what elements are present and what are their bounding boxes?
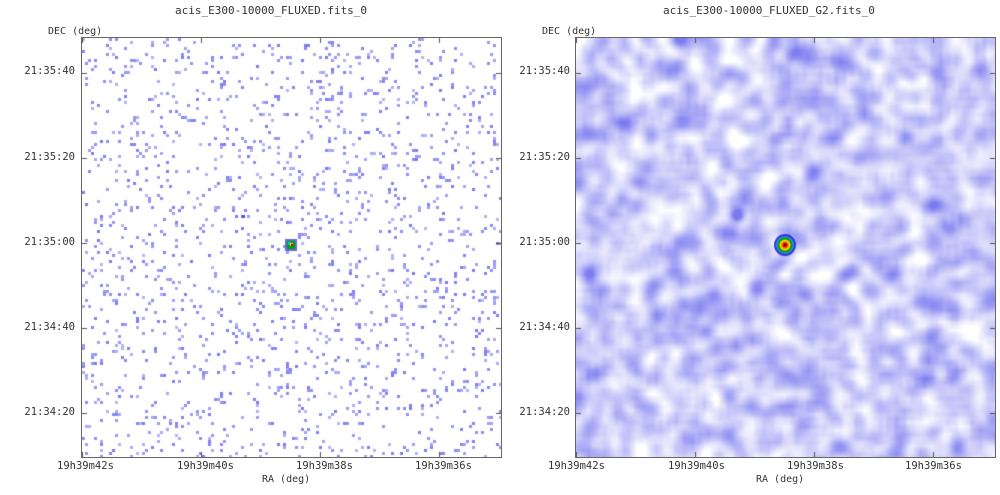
dec-tick-label: 21:34:20 <box>519 406 570 418</box>
ra-axis-label: RA (deg) <box>262 474 311 485</box>
ra-tick-label: 19h39m42s <box>548 460 605 472</box>
ra-tick-label: 19h39m40s <box>177 460 234 472</box>
ra-tick-label: 19h39m36s <box>415 460 472 472</box>
dec-tick-label: 21:34:20 <box>24 406 75 418</box>
dec-axis-label: DEC (deg) <box>542 26 597 37</box>
image-panel-smoothed: acis_E300-10000_FLUXED_G2.fits_0 DEC (de… <box>500 0 1000 495</box>
dec-tick-label: 21:35:20 <box>519 151 570 163</box>
panel-title: acis_E300-10000_FLUXED_G2.fits_0 <box>663 4 875 17</box>
dec-tick-label: 21:35:40 <box>24 65 75 77</box>
dec-tick-label: 21:35:40 <box>519 65 570 77</box>
sky-image-smoothed[interactable] <box>575 37 996 458</box>
ra-tick-label: 19h39m38s <box>787 460 844 472</box>
dec-tick-label: 21:35:00 <box>24 236 75 248</box>
ra-axis-label: RA (deg) <box>756 474 805 485</box>
panel-title: acis_E300-10000_FLUXED.fits_0 <box>175 4 368 17</box>
ra-tick-label: 19h39m38s <box>296 460 353 472</box>
dec-tick-label: 21:35:00 <box>519 236 570 248</box>
image-canvas[interactable] <box>576 38 995 457</box>
ra-tick-label: 19h39m36s <box>905 460 962 472</box>
ra-tick-label: 19h39m42s <box>57 460 114 472</box>
image-canvas[interactable] <box>82 38 501 457</box>
sky-image-raw[interactable] <box>81 37 502 458</box>
ra-tick-label: 19h39m40s <box>668 460 725 472</box>
dec-axis-label: DEC (deg) <box>48 26 103 37</box>
dec-tick-label: 21:34:40 <box>24 321 75 333</box>
dec-tick-label: 21:35:20 <box>24 151 75 163</box>
dec-tick-label: 21:34:40 <box>519 321 570 333</box>
image-panel-raw: acis_E300-10000_FLUXED.fits_0 DEC (deg) … <box>24 4 502 485</box>
